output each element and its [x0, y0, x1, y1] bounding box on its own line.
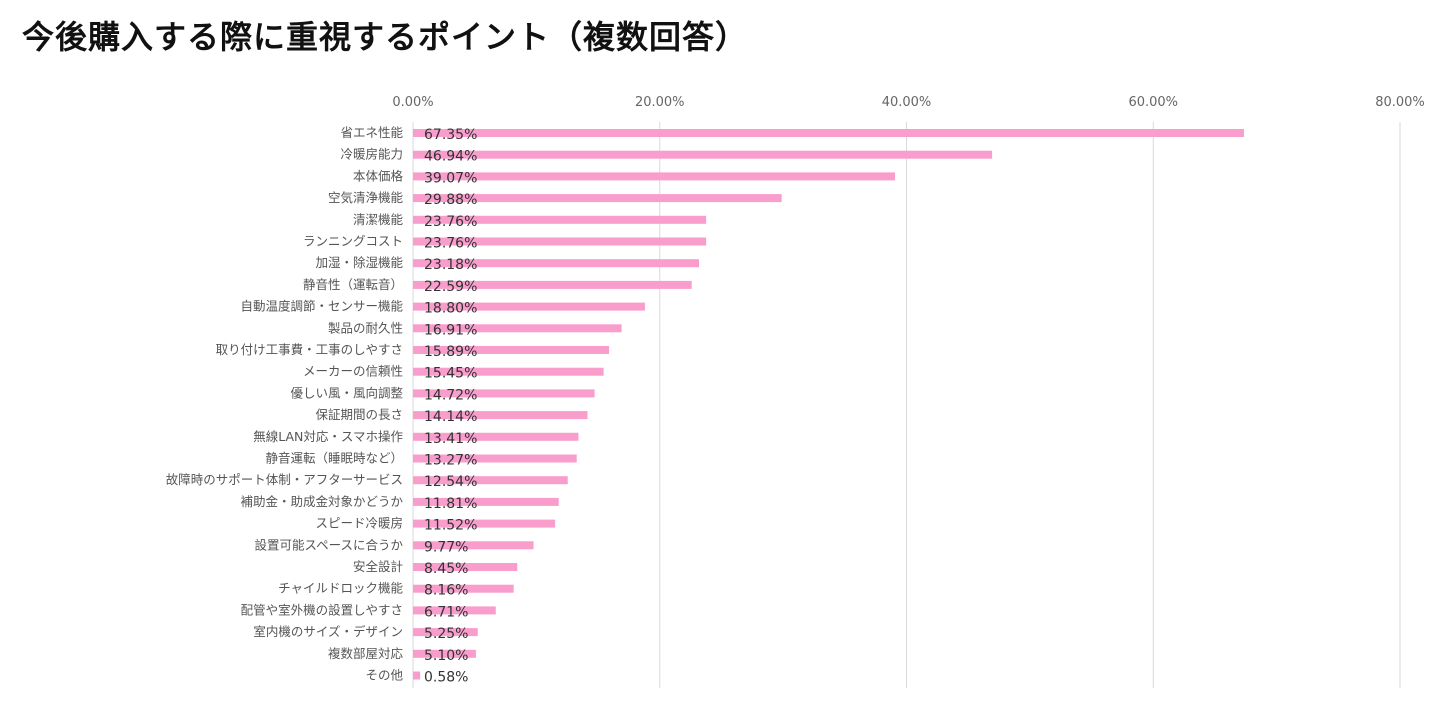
x-tick-label: 80.00% — [1375, 95, 1425, 110]
category-label: 安全設計 — [353, 559, 403, 574]
bar — [413, 194, 782, 203]
bar — [413, 259, 699, 268]
category-label: 複数部屋対応 — [328, 646, 404, 661]
category-label: 取り付け工事費・工事のしやすさ — [216, 342, 403, 357]
bar — [413, 389, 595, 398]
bar — [413, 324, 622, 333]
category-label: 静音性（運転音） — [303, 277, 403, 292]
gridlines — [412, 122, 1401, 688]
data-label: 6.71% — [424, 604, 468, 620]
bar — [413, 519, 556, 528]
x-tick-label: 40.00% — [882, 95, 932, 110]
category-label: 優しい風・風向調整 — [290, 385, 403, 400]
data-labels: 67.35% 46.94% 39.07% 29.88% 23.76% 23.76% 23.1… — [424, 127, 477, 686]
category-label: 自動温度調節・センサー機能 — [240, 299, 403, 314]
category-label: 故障時のサポート体制・アフターサービス — [166, 472, 403, 487]
data-label: 14.14% — [424, 409, 477, 425]
category-label: チャイルドロック機能 — [278, 581, 403, 596]
bar — [413, 541, 534, 550]
data-label: 11.81% — [424, 496, 477, 512]
data-label: 67.35% — [424, 127, 477, 143]
bar — [413, 628, 478, 637]
chart-title: 今後購入する際に重視するポイント（複数回答） — [22, 18, 749, 56]
x-axis-ticks: 0.00% 20.00% 40.00% 60.00% 80.00% — [392, 95, 1424, 110]
x-tick-label: 60.00% — [1128, 95, 1178, 110]
category-label: メーカーの信頼性 — [303, 364, 403, 379]
data-label: 0.58% — [424, 670, 468, 686]
bar — [413, 129, 1244, 137]
bar — [413, 497, 559, 506]
category-label: 無線LAN対応・スマホ操作 — [253, 429, 403, 444]
data-label: 23.76% — [424, 214, 477, 230]
data-label: 8.45% — [424, 561, 468, 577]
data-label: 15.45% — [424, 366, 477, 382]
category-label: 保証期間の長さ — [315, 407, 403, 422]
data-label: 14.72% — [424, 387, 477, 403]
category-label: 本体価格 — [353, 168, 404, 183]
data-label: 29.88% — [424, 192, 477, 208]
data-label: 13.41% — [424, 431, 477, 447]
data-label: 9.77% — [424, 539, 468, 555]
bar — [413, 215, 707, 224]
category-label: 加湿・除湿機能 — [315, 255, 403, 270]
category-label: その他 — [365, 668, 403, 683]
data-label: 5.10% — [424, 648, 468, 664]
data-label: 8.16% — [424, 583, 468, 599]
bar — [413, 671, 421, 680]
category-labels: 省エネ性能冷暖房能力本体価格空気清浄機能清潔機能ランニングコスト加湿・除湿機能静… — [166, 125, 404, 683]
category-label: 配管や室外機の設置しやすさ — [241, 602, 403, 617]
bar — [413, 367, 604, 376]
bar — [413, 563, 518, 571]
category-label: ランニングコスト — [303, 234, 403, 249]
data-label: 16.91% — [424, 322, 477, 338]
bar — [413, 649, 476, 658]
data-label: 23.76% — [424, 236, 477, 252]
bar — [413, 432, 579, 441]
bar — [413, 454, 577, 463]
x-tick-label: 20.00% — [635, 95, 685, 110]
category-label: 冷暖房能力 — [340, 147, 403, 162]
x-tick-label: 0.00% — [392, 95, 433, 110]
bar — [413, 476, 568, 485]
category-label: 省エネ性能 — [340, 125, 403, 140]
data-label: 22.59% — [424, 279, 477, 295]
category-label: 静音運転（睡眠時など） — [265, 451, 403, 466]
category-label: 設置可能スペースに合うか — [254, 537, 403, 552]
bar — [413, 237, 707, 246]
bar — [413, 150, 993, 159]
category-label: 補助金・助成金対象かどうか — [240, 494, 403, 509]
category-label: 空気清浄機能 — [328, 190, 404, 205]
category-label: 製品の耐久性 — [328, 320, 403, 335]
bar — [413, 346, 610, 354]
bar — [413, 411, 588, 420]
data-label: 39.07% — [424, 170, 477, 186]
data-label: 18.80% — [424, 301, 477, 317]
data-label: 12.54% — [424, 474, 477, 490]
data-label: 23.18% — [424, 257, 477, 273]
category-label: スピード冷暖房 — [315, 516, 403, 531]
data-label: 11.52% — [424, 518, 477, 534]
data-label: 5.25% — [424, 626, 468, 642]
data-label: 46.94% — [424, 149, 477, 165]
bars — [413, 129, 1244, 680]
data-label: 13.27% — [424, 453, 477, 469]
bar — [413, 280, 692, 289]
category-label: 室内機のサイズ・デザイン — [253, 624, 403, 639]
bar — [413, 302, 645, 311]
data-label: 15.89% — [424, 344, 477, 360]
bar — [413, 606, 496, 615]
bar — [413, 584, 514, 593]
bar — [413, 172, 896, 181]
category-label: 清潔機能 — [353, 212, 404, 227]
